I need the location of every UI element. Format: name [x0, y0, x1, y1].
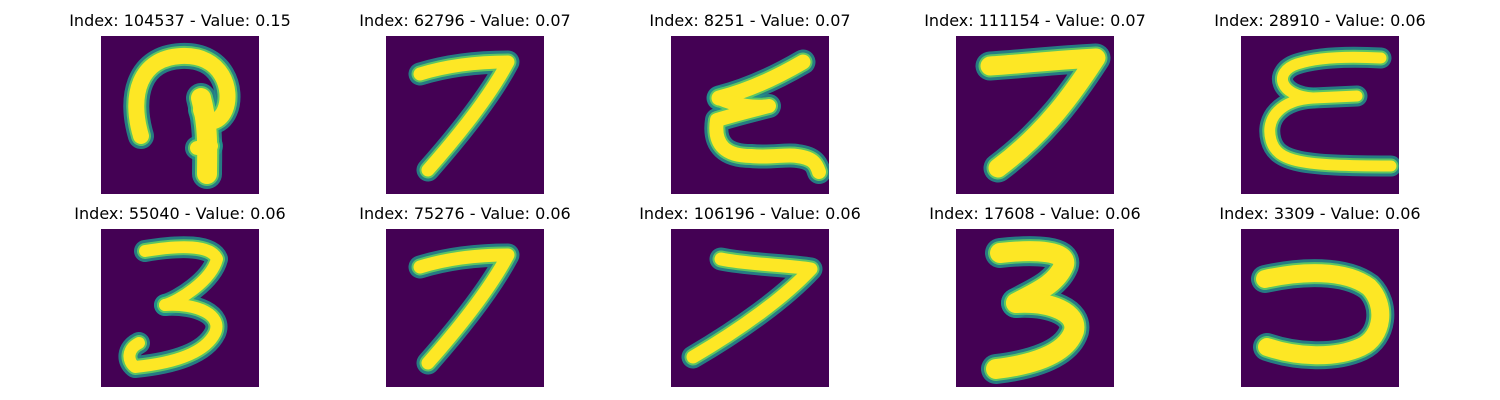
digit-stroke	[123, 298, 223, 373]
digit-stroke	[1264, 92, 1397, 172]
panel-9: Index: 17608 - Value: 0.06	[900, 203, 1170, 393]
digit-image	[101, 36, 259, 194]
panel-title: Index: 8251 - Value: 0.07	[649, 11, 851, 30]
panel-4: Index: 111154 - Value: 0.07	[900, 10, 1170, 200]
panel-7: Index: 75276 - Value: 0.06	[330, 203, 600, 393]
digit-image-svg	[956, 36, 1114, 194]
panel-1: Index: 104537 - Value: 0.15	[45, 10, 315, 200]
digit-stroke	[1256, 264, 1390, 365]
digit-stroke	[980, 48, 1106, 178]
panel-3: Index: 8251 - Value: 0.07	[615, 10, 885, 200]
digit-stroke	[709, 91, 826, 179]
panel-10: Index: 3309 - Value: 0.06	[1185, 203, 1455, 393]
digit-image	[956, 36, 1114, 194]
digit-stroke	[190, 139, 218, 155]
panel-title: Index: 28910 - Value: 0.06	[1214, 11, 1426, 30]
digit-image-svg	[1241, 36, 1399, 194]
digit-image-svg	[101, 36, 259, 194]
digit-image	[671, 229, 829, 387]
digit-image	[671, 36, 829, 194]
digit-image	[956, 229, 1114, 387]
panel-8: Index: 106196 - Value: 0.06	[615, 203, 885, 393]
digit-stroke	[191, 88, 218, 184]
panel-title: Index: 75276 - Value: 0.06	[359, 204, 571, 223]
digit-stroke	[139, 241, 223, 311]
panel-title: Index: 17608 - Value: 0.06	[929, 204, 1141, 223]
digit-image	[1241, 36, 1399, 194]
digit-stroke	[686, 252, 818, 364]
digit-image	[1241, 229, 1399, 387]
digit-image-svg	[101, 229, 259, 387]
digit-stroke	[413, 55, 515, 177]
panel-title: Index: 3309 - Value: 0.06	[1219, 204, 1421, 223]
digit-stroke	[986, 292, 1085, 379]
digit-stroke	[413, 248, 515, 370]
digit-image-svg	[386, 229, 544, 387]
digit-stroke	[1277, 51, 1387, 104]
digit-image-svg	[956, 229, 1114, 387]
digit-stroke	[128, 47, 236, 144]
panel-title: Index: 111154 - Value: 0.07	[924, 11, 1146, 30]
digit-image	[101, 229, 259, 387]
panel-title: Index: 62796 - Value: 0.07	[359, 11, 571, 30]
digit-image-svg	[1241, 229, 1399, 387]
digit-image	[386, 36, 544, 194]
panel-title: Index: 55040 - Value: 0.06	[74, 204, 286, 223]
digit-image-svg	[671, 36, 829, 194]
panel-2: Index: 62796 - Value: 0.07	[330, 10, 600, 200]
digit-image	[386, 229, 544, 387]
panel-title: Index: 104537 - Value: 0.15	[69, 11, 291, 30]
digit-image-svg	[386, 36, 544, 194]
panel-title: Index: 106196 - Value: 0.06	[639, 204, 861, 223]
panel-5: Index: 28910 - Value: 0.06	[1185, 10, 1455, 200]
panel-6: Index: 55040 - Value: 0.06	[45, 203, 315, 393]
digit-image-svg	[671, 229, 829, 387]
